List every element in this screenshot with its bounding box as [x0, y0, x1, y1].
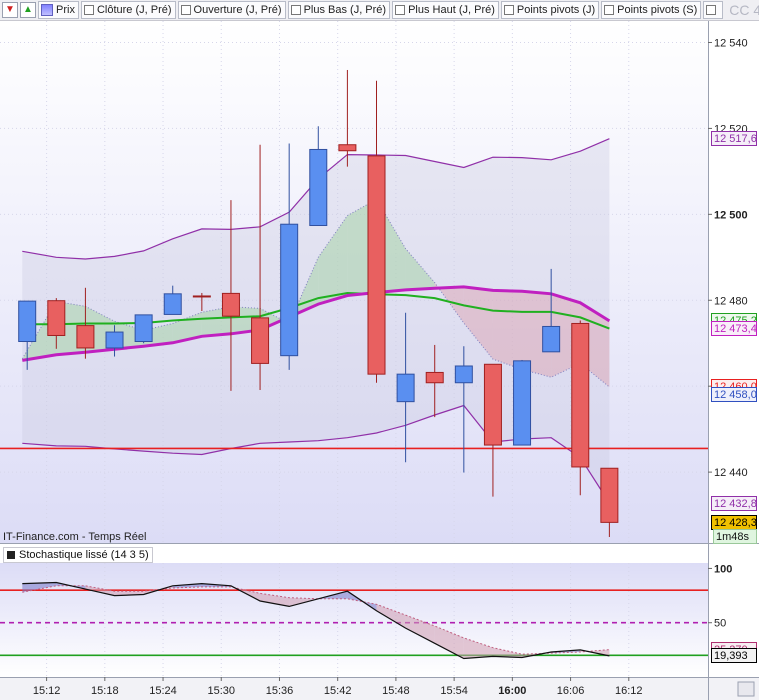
- price-label: 12 428,3: [711, 514, 757, 530]
- checkbox-icon[interactable]: [503, 5, 514, 15]
- stoch-fill-segment: [434, 626, 464, 659]
- toolbar-item-label: Plus Haut (J, Pré): [408, 4, 495, 16]
- candle-body: [47, 300, 66, 336]
- y-tick-label: 12 480: [714, 295, 748, 307]
- x-tick-label: 15:54: [440, 685, 468, 697]
- checkbox-icon[interactable]: [706, 5, 717, 15]
- candle-body: [542, 325, 561, 353]
- bollinger-lower-line: [22, 404, 610, 504]
- candle-body: [134, 314, 153, 343]
- moving-average-slow: [22, 285, 611, 362]
- toolbar-item-label: Plus Bas (J, Pré): [303, 4, 387, 16]
- x-axis-background: [0, 677, 759, 700]
- toolbar-item-1[interactable]: Clôture (J, Pré): [80, 1, 176, 19]
- candle-body: [513, 360, 532, 446]
- stoch-fill-segment: [405, 615, 435, 644]
- indicator-color-icon: [7, 551, 15, 559]
- x-tick-label: 15:42: [324, 685, 352, 697]
- checkbox-icon[interactable]: [290, 5, 301, 15]
- stoch-d-line: [22, 585, 610, 655]
- toolbar-item-label: Clôture (J, Pré): [96, 4, 172, 16]
- stoch-fill-segment: [85, 585, 115, 596]
- x-tick-label: 15:48: [382, 685, 410, 697]
- price-color-icon[interactable]: [41, 4, 53, 16]
- toolbar-item-6[interactable]: Points pivots (S): [601, 1, 702, 19]
- candle-body: [163, 293, 182, 315]
- stoch-fill-segment: [376, 604, 406, 629]
- toolbar-item-3[interactable]: Plus Bas (J, Pré): [287, 1, 391, 19]
- candle-body: [76, 325, 95, 349]
- screenshot-icon: [737, 681, 755, 697]
- candle-body: [367, 155, 386, 375]
- data-source-label: IT-Finance.com - Temps Réel: [3, 531, 147, 543]
- checkbox-icon[interactable]: [83, 5, 94, 15]
- candle-body: [192, 295, 211, 298]
- stoch-value-label: 19,393: [711, 648, 757, 664]
- x-tick-label: 15:18: [91, 685, 119, 697]
- x-tick-label: 15:12: [33, 685, 61, 697]
- checkbox-icon[interactable]: [180, 5, 191, 15]
- stoch-fill-segment: [463, 637, 493, 659]
- toolbar-item-label: Points pivots (J): [516, 4, 596, 16]
- toolbar-item-5[interactable]: Points pivots (J): [500, 1, 600, 19]
- checkbox-icon[interactable]: [604, 5, 615, 15]
- toolbar-item-label: Points pivots (S): [617, 4, 698, 16]
- candle-timer: 1m48s: [713, 529, 757, 544]
- cloud-fill-segment: [463, 286, 493, 360]
- toolbar-item-7[interactable]: [703, 1, 724, 19]
- toolbar-item-label: Ouverture (J, Pré): [193, 4, 282, 16]
- price-label: 12 517,6: [711, 131, 757, 147]
- candle-body: [221, 292, 240, 317]
- cloud-fill-segment: [434, 282, 464, 323]
- candle-body: [309, 148, 328, 227]
- candle-body: [483, 363, 502, 446]
- stoch-y-tick-label: 100: [714, 563, 732, 575]
- x-tick-label: 15:36: [266, 685, 294, 697]
- stoch-fill-segment: [492, 647, 522, 658]
- collapse-arrow-icon[interactable]: ▼: [2, 2, 18, 18]
- candle-body: [18, 300, 37, 343]
- expand-arrow-icon[interactable]: ▲: [20, 2, 36, 18]
- candle-body: [105, 331, 124, 349]
- candle-body: [425, 371, 444, 384]
- candle-body: [396, 373, 415, 403]
- price-label: 12 432,8: [711, 495, 757, 511]
- toolbar-item-4[interactable]: Plus Haut (J, Pré): [392, 1, 499, 19]
- indicator-label: Stochastique lissé (14 3 5): [19, 549, 149, 561]
- toolbar-item-2[interactable]: Ouverture (J, Pré): [177, 1, 286, 19]
- y-tick-label: 12 440: [714, 467, 748, 479]
- toolbar: ▼ ▲ Prix Clôture (J, Pré) Ouverture (J, Pr…: [0, 0, 759, 21]
- candle-body: [280, 223, 299, 357]
- stoch-y-tick-label: 50: [714, 618, 726, 630]
- toolbar-item-label: Prix: [56, 4, 75, 16]
- candle-body: [251, 317, 270, 364]
- x-tick-label: 16:12: [615, 685, 643, 697]
- cloud-fill-segment: [318, 215, 348, 305]
- x-tick-label: 16:00: [498, 685, 526, 697]
- x-tick-label: 16:06: [557, 685, 585, 697]
- price-label: 12 473,4: [711, 321, 757, 337]
- instrument-title-watermark: CC 40 Full 1.0 Cash (TC): [729, 2, 759, 18]
- toolbar-item-0[interactable]: Prix: [38, 1, 79, 19]
- stoch-fill-segment: [22, 582, 57, 593]
- price-label: 12 458,0: [711, 387, 757, 403]
- x-tick-label: 15:24: [149, 685, 177, 697]
- moving-average-fast: [22, 291, 610, 330]
- candle-body: [454, 365, 473, 384]
- cloud-fill-segment: [405, 248, 435, 290]
- y-tick-label: 12 540: [714, 37, 748, 49]
- candle-body: [600, 467, 619, 523]
- cloud-fill-segment: [492, 290, 522, 370]
- stoch-plot-background: [0, 563, 708, 677]
- x-tick-label: 15:30: [207, 685, 235, 697]
- y-tick-label: 12 500: [714, 209, 748, 221]
- candle-body: [571, 322, 590, 468]
- bollinger-band-fill: [22, 138, 610, 503]
- stoch-k-line: [22, 581, 610, 660]
- checkbox-icon[interactable]: [395, 5, 406, 15]
- indicator-legend[interactable]: Stochastique lissé (14 3 5): [3, 547, 153, 563]
- candle-body: [338, 144, 357, 152]
